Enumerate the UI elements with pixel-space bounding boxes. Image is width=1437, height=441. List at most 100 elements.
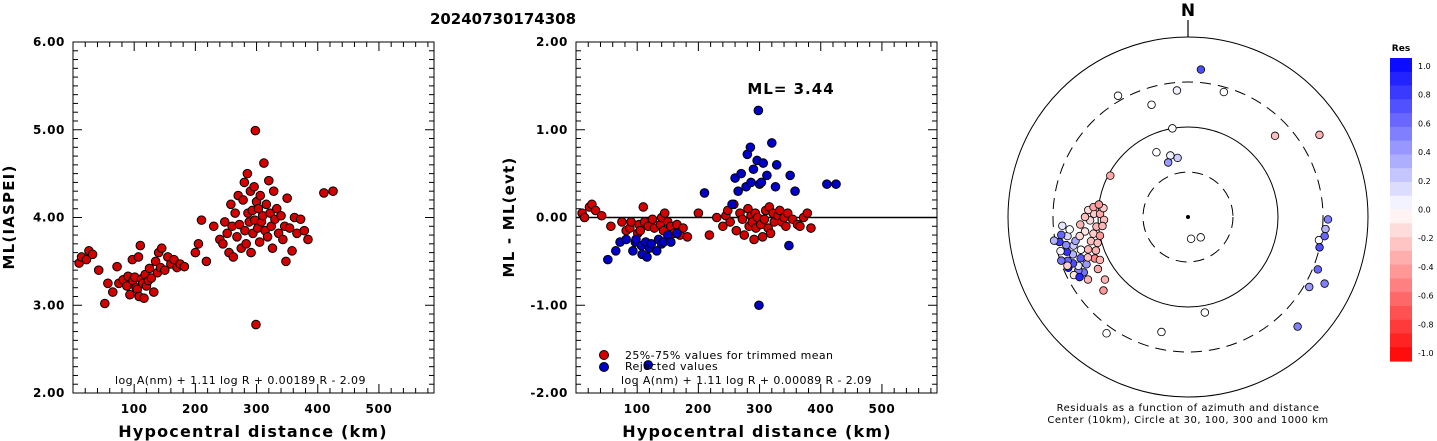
colorbar-band (1390, 86, 1412, 100)
data-point (256, 191, 265, 200)
data-point (660, 209, 669, 218)
residual-colorbar: Res 1.00.80.60.40.20.0-0.2-0.4-0.6-0.8-1… (1390, 44, 1434, 362)
y-tick-label: 5.00 (33, 123, 65, 137)
data-point (580, 213, 589, 222)
data-point (268, 244, 277, 253)
data-point (288, 247, 297, 256)
data-point (737, 169, 746, 178)
data-point (104, 279, 113, 288)
station-marker (1322, 225, 1330, 233)
data-point (219, 240, 228, 249)
data-point (771, 182, 780, 191)
colorbar-band (1390, 182, 1412, 196)
data-point (732, 226, 741, 235)
data-point (700, 189, 709, 198)
colorbar-title: Res (1392, 44, 1410, 54)
data-point (242, 240, 251, 249)
azimuth-panel: N Residuals as a function of azimuth and… (1008, 1, 1368, 426)
station-marker (1100, 287, 1108, 295)
data-point (823, 180, 832, 189)
station-marker (1066, 226, 1074, 234)
residual-y-label: ML - ML(evt) (500, 157, 518, 278)
station-marker (1316, 244, 1324, 252)
data-point (157, 244, 166, 253)
residual-formula: log A(nm) + 1.11 log R + 0.00089 R - 2.0… (621, 374, 872, 387)
data-point (264, 176, 273, 185)
x-tick-label: 100 (121, 402, 148, 416)
colorbar-band (1390, 265, 1412, 279)
x-tick-label: 200 (685, 402, 712, 416)
data-point (734, 187, 743, 196)
station-marker (1064, 262, 1072, 270)
data-point (247, 248, 256, 257)
data-point (296, 215, 305, 224)
data-point (263, 233, 272, 242)
data-point (786, 171, 795, 180)
residual-panel: 100 200 300 400 500 -2.00 -1.00 0.00 1.00 2.00 ML… (500, 35, 937, 441)
data-point (279, 235, 288, 244)
colorbar-tick-label: -0.2 (1418, 234, 1434, 243)
data-point (639, 203, 648, 212)
data-point (241, 226, 250, 235)
y-tick-label: -1.00 (530, 298, 568, 312)
station-marker (1169, 125, 1177, 133)
station-marker (1114, 92, 1122, 100)
station-marker (1316, 131, 1324, 139)
station-marker (1187, 235, 1195, 243)
station-marker (1077, 246, 1085, 254)
magnitude-x-label: Hypocentral distance (km) (118, 422, 388, 441)
data-point (604, 255, 613, 264)
station-marker (1321, 280, 1329, 288)
colorbar-band (1390, 113, 1412, 127)
polar-caption-line-2: Center (10km), Circle at 30, 100, 300 an… (1047, 415, 1328, 426)
data-point (791, 187, 800, 196)
colorbar-band (1390, 196, 1412, 210)
data-point (627, 218, 636, 227)
data-point (252, 320, 261, 329)
legend-marker-trimmed (600, 351, 609, 360)
station-marker (1077, 254, 1085, 262)
x-tick-label: 200 (182, 402, 209, 416)
station-marker (1201, 309, 1209, 317)
colorbar-band (1390, 223, 1412, 237)
data-point (140, 294, 149, 303)
magnitude-y-label: ML(IASPEI) (0, 164, 18, 269)
colorbar-tick-label: -0.8 (1418, 320, 1434, 329)
data-point (803, 209, 812, 218)
x-tick-label: 100 (624, 402, 651, 416)
station-marker (1092, 247, 1100, 255)
magnitude-points (75, 126, 338, 329)
data-point (726, 218, 735, 227)
data-point (320, 189, 329, 198)
magnitude-formula: log A(nm) + 1.11 log R + 0.00189 R - 2.0… (115, 374, 366, 387)
data-point (113, 262, 122, 271)
data-point (712, 213, 721, 222)
data-point (705, 231, 714, 240)
station-marker (1103, 330, 1111, 338)
y-tick-label: 2.00 (536, 35, 568, 49)
station-marker (1164, 159, 1172, 167)
station-marker (1294, 323, 1302, 331)
station-marker (1314, 266, 1322, 274)
data-point (94, 266, 103, 275)
colorbar-band (1390, 72, 1412, 86)
x-tick-label: 300 (243, 402, 270, 416)
colorbar-band (1390, 306, 1412, 320)
data-point (643, 253, 652, 262)
station-marker (1094, 265, 1102, 273)
data-point (772, 161, 781, 170)
data-point (285, 224, 294, 233)
colorbar-tick-label: 0.8 (1418, 91, 1431, 100)
data-point (283, 194, 292, 203)
station-marker (1084, 254, 1092, 262)
data-point (796, 222, 805, 231)
data-point (191, 248, 200, 257)
x-tick-label: 500 (869, 402, 896, 416)
colorbar-tick-label: 1.0 (1418, 62, 1431, 71)
colorbar-band (1390, 251, 1412, 265)
station-marker (1095, 201, 1103, 209)
data-point (202, 257, 211, 266)
polar-caption-line-1: Residuals as a function of azimuth and d… (1057, 403, 1320, 414)
y-tick-label: 0.00 (536, 211, 568, 225)
